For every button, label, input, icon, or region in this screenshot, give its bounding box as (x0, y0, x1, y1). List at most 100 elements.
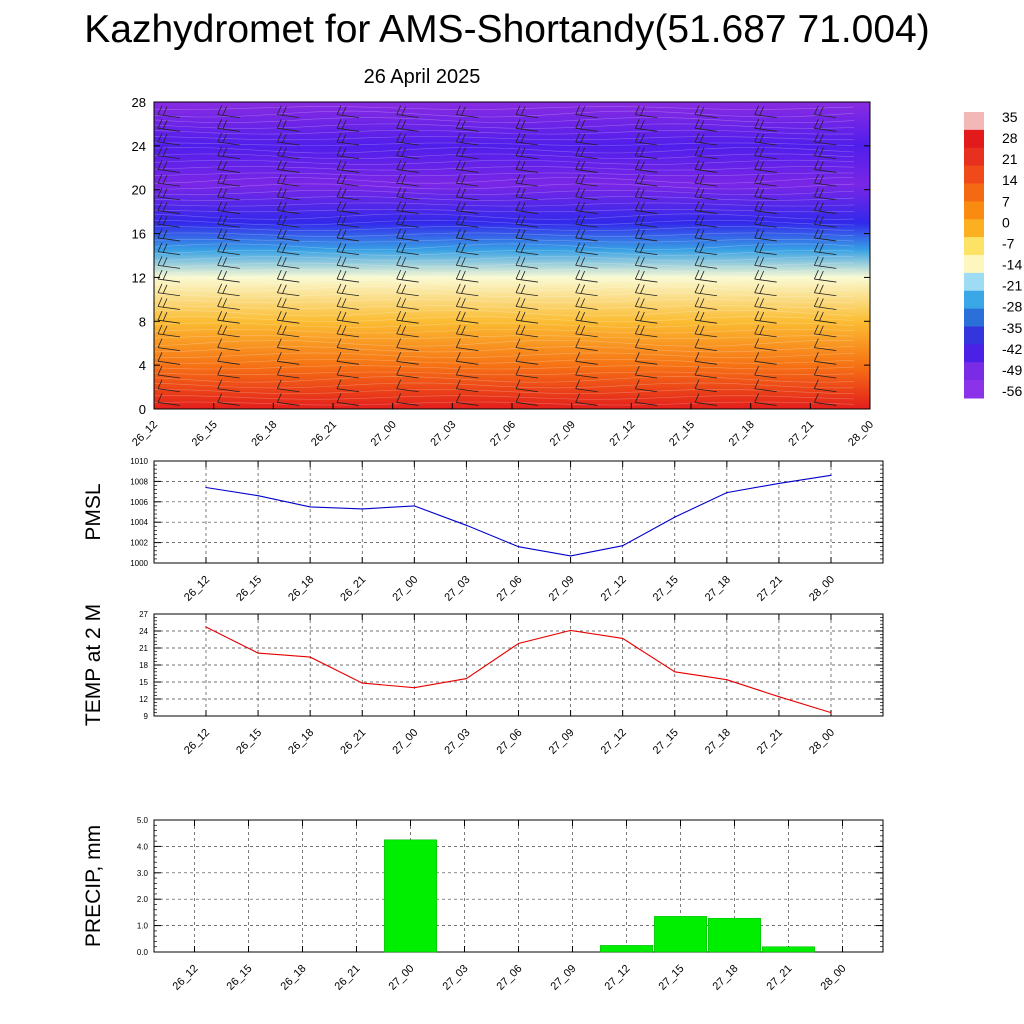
wind-barb-flag (460, 284, 466, 294)
wind-barb-shaft (814, 347, 837, 351)
wind-barb-shaft (396, 360, 419, 365)
wind-barb-flag (575, 297, 581, 307)
wind-barb-shaft (157, 374, 181, 379)
x-tick-label: 27_18 (727, 419, 757, 449)
wind-barb-flag (580, 188, 586, 199)
wind-barb (336, 269, 360, 283)
x-tick-label: 27_18 (703, 574, 733, 604)
wind-barb-flag (222, 284, 228, 294)
wind-barb (276, 324, 300, 338)
wind-barb-flag (818, 161, 824, 171)
y-tick-label: 12 (132, 270, 146, 285)
wind-barb-flag (580, 298, 586, 308)
colorbar-swatch (964, 308, 984, 327)
wind-barb-flag (157, 119, 163, 129)
wind-barb-flag (580, 120, 586, 130)
contour-line (153, 382, 855, 389)
x-tick-label: 26_15 (225, 963, 255, 993)
wind-barb-shaft (694, 347, 718, 351)
x-tick-label: 27_06 (495, 963, 525, 993)
wind-barb (336, 105, 360, 119)
wind-barb-shaft (694, 210, 718, 214)
wind-barb-flag (639, 284, 645, 294)
wind-barb-shaft (456, 210, 479, 214)
y-axis-title: TEMP at 2 M (82, 604, 105, 726)
wind-barb (336, 365, 360, 379)
wind-barb (157, 352, 181, 365)
wind-barb-flag (754, 297, 760, 307)
wind-barb-flag (575, 365, 581, 376)
wind-barb-shaft (157, 360, 181, 365)
wind-barb-flag (515, 365, 521, 376)
wind-barb (455, 173, 479, 187)
wind-barb (694, 228, 718, 242)
wind-barb-shaft (694, 278, 718, 283)
wind-barb (276, 352, 300, 365)
wind-barb-flag (217, 132, 223, 143)
x-tick-label: 27_09 (549, 963, 579, 993)
wind-barb-flag (639, 188, 645, 199)
wind-barb-shaft (336, 306, 360, 310)
wind-barb-shaft (336, 114, 360, 119)
wind-barb (396, 311, 419, 324)
wind-barb (515, 160, 539, 173)
colorbar-swatch (964, 201, 984, 220)
wind-barb (336, 160, 360, 173)
wind-barb-shaft (396, 182, 419, 187)
wind-barb-flag (276, 256, 282, 266)
wind-barb-flag (455, 105, 461, 115)
wind-barb-flag (162, 188, 168, 199)
wind-barb-flag (222, 106, 228, 116)
data-point (309, 656, 311, 658)
wind-barb-flag (634, 311, 640, 321)
wind-barb-shaft (396, 155, 419, 160)
wind-barb-flag (396, 160, 402, 170)
wind-barb (813, 201, 837, 214)
precip-bar (762, 946, 815, 953)
wind-barb-flag (276, 242, 282, 252)
wind-barb-flag (580, 147, 586, 157)
wind-barb-flag (699, 202, 705, 212)
wind-barb (813, 324, 837, 338)
wind-barb-shaft (575, 223, 598, 228)
wind-barb-flag (580, 174, 586, 185)
wind-barb (634, 269, 658, 283)
wind-barb (515, 338, 539, 351)
wind-barb (694, 146, 718, 160)
wind-barb-shaft (694, 141, 718, 146)
wind-barb-flag (818, 106, 824, 116)
wind-barb-flag (336, 146, 342, 156)
wind-barb-flag (276, 146, 282, 156)
wind-barb-shaft (396, 264, 419, 269)
wind-barb-flag (575, 256, 581, 266)
wind-barb-flag (460, 298, 466, 308)
wind-barb-shaft (336, 374, 360, 379)
y-tick-label: 1010 (130, 457, 148, 466)
y-tick-label: 1000 (130, 559, 148, 568)
wind-barb (217, 379, 240, 393)
wind-barb-shaft (336, 223, 360, 228)
wind-barb-shaft (157, 388, 181, 393)
wind-barb-flag (813, 132, 819, 143)
wind-barb (634, 119, 658, 132)
y-tick-label: 24 (139, 627, 148, 636)
wind-barb-flag (694, 311, 700, 321)
y-tick-label: 21 (139, 644, 148, 653)
wind-barb-flag (580, 312, 586, 322)
wind-barb (336, 132, 360, 146)
contour-line (153, 305, 855, 309)
wind-barb (276, 132, 300, 146)
wind-barb (455, 228, 479, 242)
wind-barb-flag (818, 120, 824, 130)
wind-barb-shaft (217, 141, 240, 146)
wind-barb-flag (754, 379, 760, 389)
wind-barb-flag (401, 229, 407, 240)
data-point (205, 486, 207, 489)
wind-barb-flag (162, 161, 168, 171)
wind-barb (455, 352, 479, 365)
wind-barb-flag (699, 312, 705, 322)
wind-barb-flag (455, 324, 461, 335)
contour-line (153, 202, 855, 207)
wind-barb-flag (336, 393, 342, 403)
wind-barb-flag (455, 187, 461, 198)
